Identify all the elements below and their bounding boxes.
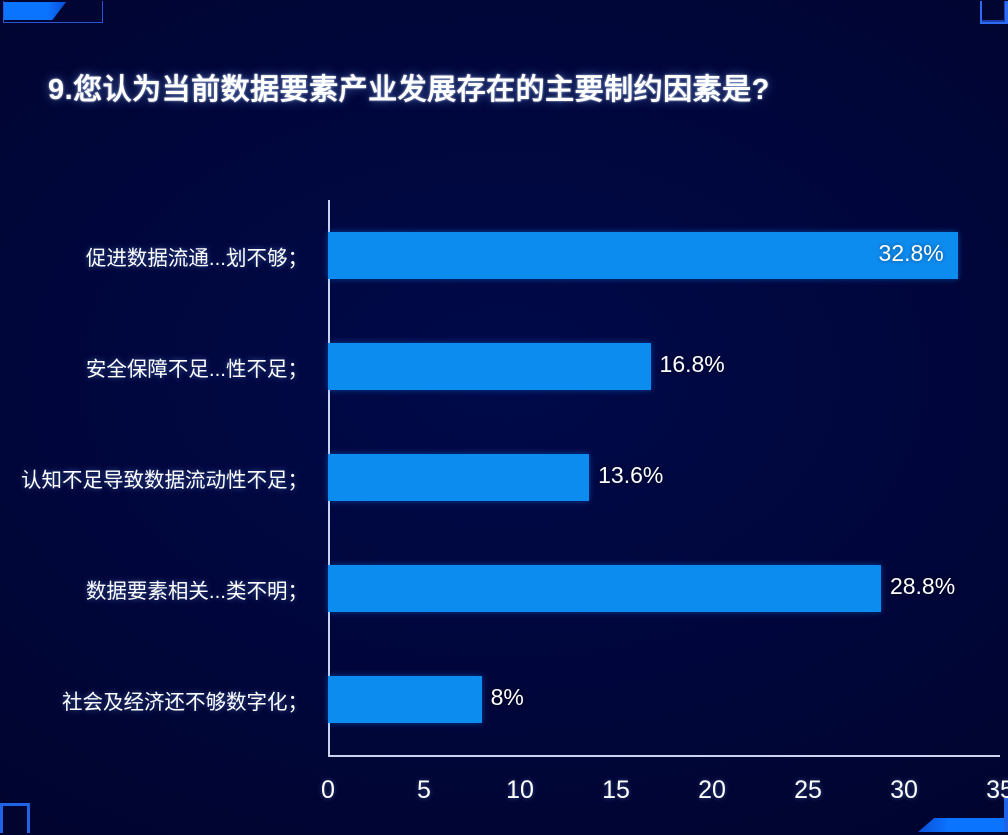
x-axis-tick-labels: 0 5 10 15 20 25 30 35 — [0, 766, 1008, 816]
category-label-4: 数据要素相关...类不明； — [85, 580, 308, 603]
x-tick-15: 15 — [602, 776, 630, 804]
bar-chart: 32.8% 16.8% 13.6% 28.8% 8% — [0, 190, 1008, 810]
x-tick-10: 10 — [506, 776, 534, 804]
bar-value-label-1: 32.8% — [878, 240, 944, 266]
x-tick-35: 35 — [986, 776, 1008, 804]
x-tick-5: 5 — [417, 776, 431, 804]
category-label-5: 社会及经济还不够数字化； — [62, 691, 308, 714]
bar-value-label-2: 16.8% — [659, 351, 725, 377]
x-tick-20: 20 — [698, 776, 726, 804]
category-axis-labels: 促进数据流通...划不够； 安全保障不足...性不足； 认知不足导致数据流动性不足；… — [0, 190, 318, 810]
corner-decoration-top-left-bar — [4, 2, 66, 20]
x-tick-0: 0 — [321, 776, 335, 804]
corner-decoration-top-right-box — [980, 1, 1008, 24]
bar-2[interactable] — [328, 342, 651, 390]
category-label-3: 认知不足导致数据流动性不足； — [21, 469, 308, 492]
bar-5[interactable] — [328, 675, 482, 723]
corner-decoration-bottom-right-bar — [918, 818, 1008, 832]
corner-decoration-bottom-right-edge — [1004, 798, 1008, 832]
page-title: 9.您认为当前数据要素产业发展存在的主要制约因素是? — [48, 74, 770, 106]
bar-value-label-5: 8% — [490, 684, 524, 710]
category-label-2: 安全保障不足...性不足； — [85, 358, 308, 381]
bar-value-label-3: 13.6% — [598, 462, 664, 488]
plot-area: 32.8% 16.8% 13.6% 28.8% 8% — [328, 200, 1000, 755]
x-axis-line — [328, 755, 1000, 757]
corner-decoration-bottom-left-bracket — [0, 803, 30, 833]
bar-3[interactable] — [328, 453, 590, 501]
bar-1[interactable] — [328, 231, 958, 279]
category-label-1: 促进数据流通...划不够； — [85, 247, 308, 270]
corner-decoration-top-left-box — [3, 1, 103, 23]
x-tick-25: 25 — [794, 776, 822, 804]
x-tick-30: 30 — [890, 776, 918, 804]
bar-value-label-4: 28.8% — [889, 573, 956, 599]
bar-4[interactable] — [328, 564, 881, 612]
